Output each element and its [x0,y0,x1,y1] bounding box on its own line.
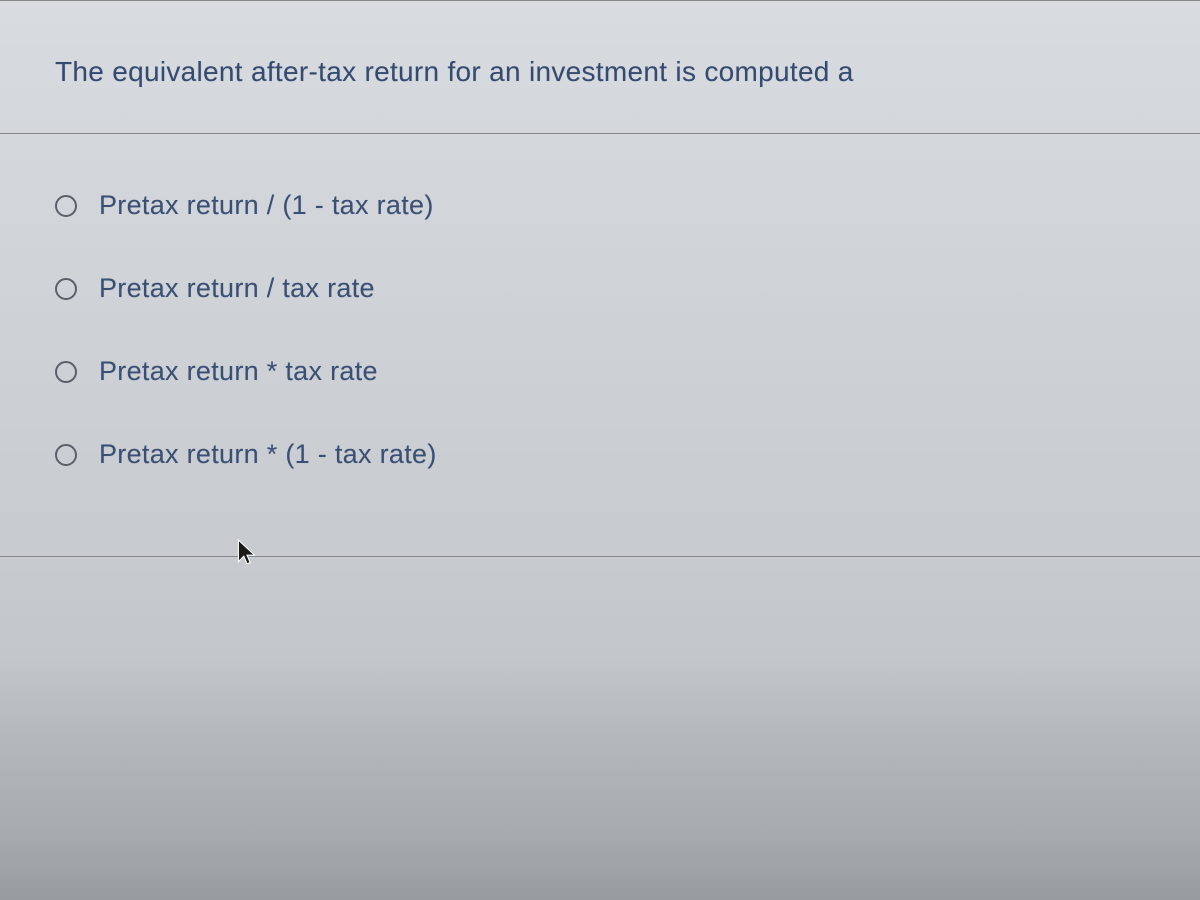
quiz-container: The equivalent after-tax return for an i… [0,0,1200,596]
question-text: The equivalent after-tax return for an i… [55,56,1160,88]
radio-icon[interactable] [55,195,77,217]
option-label: Pretax return * (1 - tax rate) [99,439,437,470]
option-row-4[interactable]: Pretax return * (1 - tax rate) [55,413,1160,496]
option-row-2[interactable]: Pretax return / tax rate [55,247,1160,330]
option-row-3[interactable]: Pretax return * tax rate [55,330,1160,413]
radio-icon[interactable] [55,361,77,383]
bottom-fade [0,660,1200,900]
options-section: Pretax return / (1 - tax rate) Pretax re… [0,133,1200,536]
radio-icon[interactable] [55,278,77,300]
option-row-1[interactable]: Pretax return / (1 - tax rate) [55,164,1160,247]
radio-icon[interactable] [55,444,77,466]
option-label: Pretax return * tax rate [99,356,378,387]
option-label: Pretax return / tax rate [99,273,375,304]
option-label: Pretax return / (1 - tax rate) [99,190,434,221]
footer-divider [0,556,1200,596]
question-section: The equivalent after-tax return for an i… [0,0,1200,133]
